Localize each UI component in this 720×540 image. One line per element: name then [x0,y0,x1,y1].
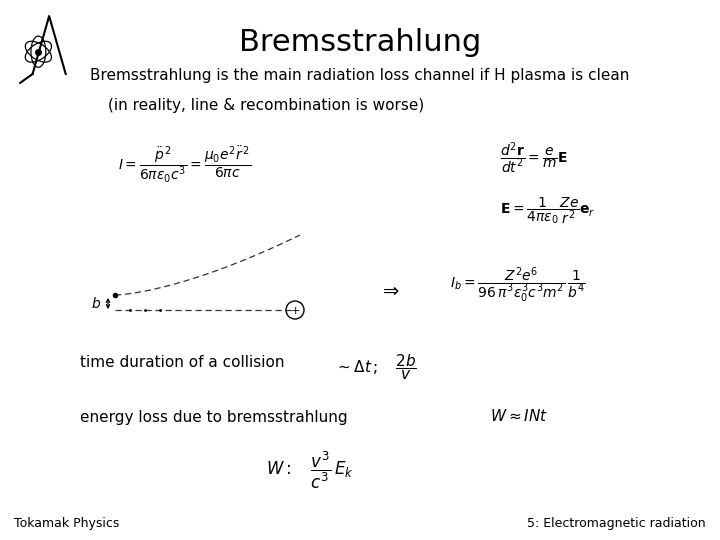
Text: $\Rightarrow$: $\Rightarrow$ [379,280,400,300]
Text: $\mathbf{E} = \dfrac{1}{4\pi\varepsilon_0}\dfrac{Ze}{r^2}\mathbf{e}_r$: $\mathbf{E} = \dfrac{1}{4\pi\varepsilon_… [500,195,595,226]
Text: $W :\quad \dfrac{v^3}{c^3}\, E_k$: $W :\quad \dfrac{v^3}{c^3}\, E_k$ [266,450,354,491]
Text: Bremsstrahlung is the main radiation loss channel if H plasma is clean: Bremsstrahlung is the main radiation los… [90,68,630,83]
Text: $b$: $b$ [91,295,101,310]
Text: energy loss due to bremsstrahlung: energy loss due to bremsstrahlung [80,410,348,425]
Text: $\dfrac{d^2\mathbf{r}}{dt^2} = \dfrac{e}{m}\mathbf{E}$: $\dfrac{d^2\mathbf{r}}{dt^2} = \dfrac{e}… [500,140,568,176]
Text: $\sim \Delta t\,;\quad \dfrac{2b}{v}$: $\sim \Delta t\,;\quad \dfrac{2b}{v}$ [335,352,417,382]
Text: (in reality, line & recombination is worse): (in reality, line & recombination is wor… [108,98,424,113]
Text: $W \approx I\mathit{N}t$: $W \approx I\mathit{N}t$ [490,408,548,424]
Text: $I = \dfrac{\ddot{p}^{\,2}}{6\pi\varepsilon_0 c^3} = \dfrac{\mu_0 e^2 \ddot{r}^{: $I = \dfrac{\ddot{p}^{\,2}}{6\pi\varepsi… [118,145,251,185]
Text: time duration of a collision: time duration of a collision [80,355,284,370]
Text: 5: Electromagnetic radiation: 5: Electromagnetic radiation [527,517,706,530]
Text: $+$: $+$ [290,305,300,315]
Text: $I_b = \dfrac{Z^2 e^6}{96\,\pi^3 \varepsilon_0^3 c^3 m^2}\,\dfrac{1}{b^4}$: $I_b = \dfrac{Z^2 e^6}{96\,\pi^3 \vareps… [450,265,586,305]
Text: Bremsstrahlung: Bremsstrahlung [239,28,481,57]
Text: Tokamak Physics: Tokamak Physics [14,517,120,530]
